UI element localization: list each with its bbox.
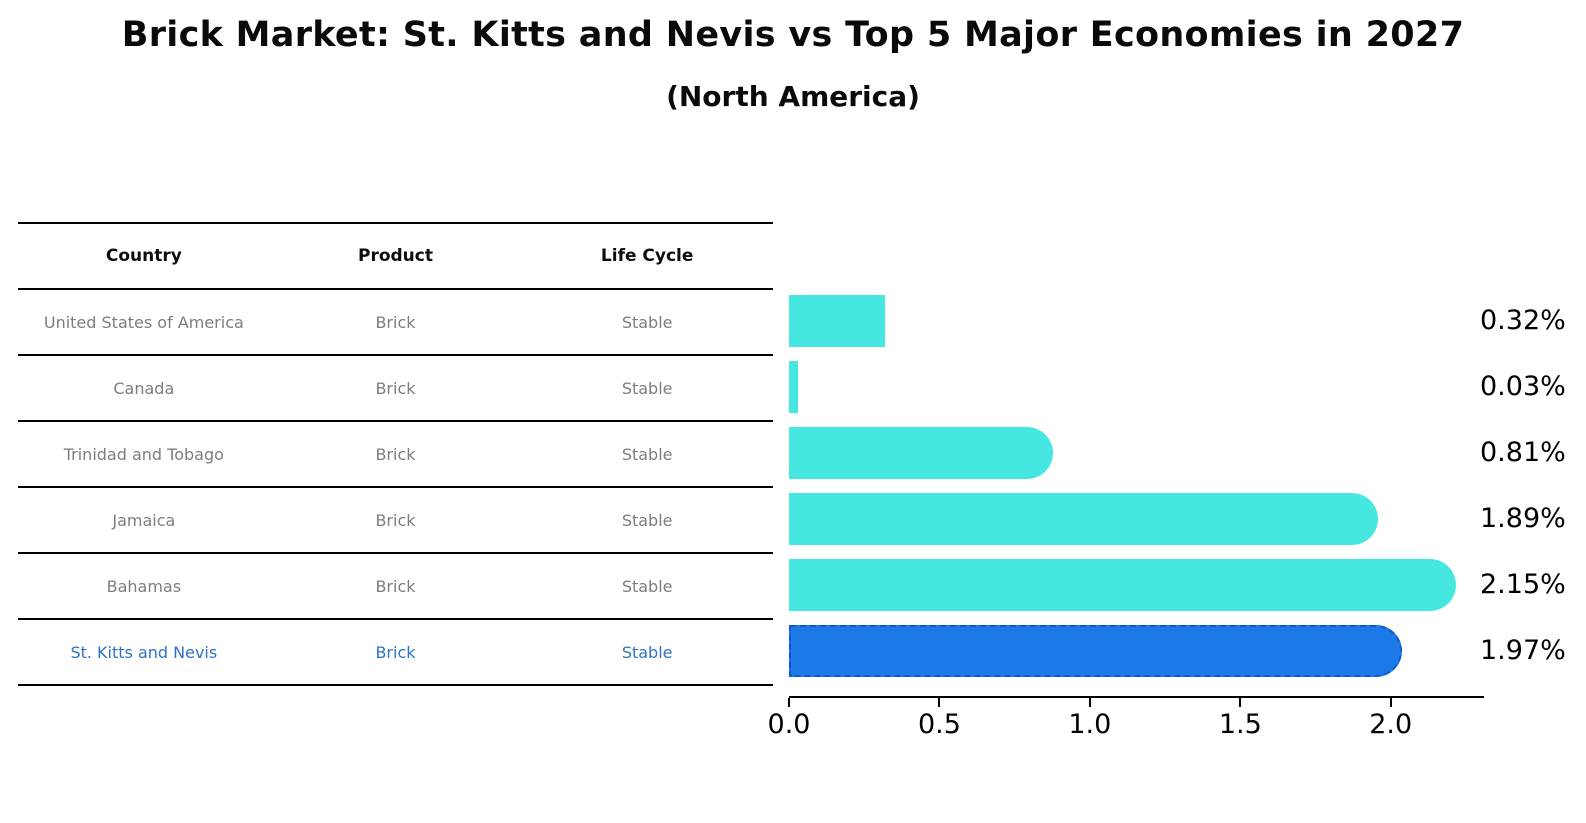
value-label: 0.81% xyxy=(1480,437,1566,468)
x-tick-label: 0.0 xyxy=(767,709,811,740)
cell-country: United States of America xyxy=(43,312,244,332)
x-tick xyxy=(938,698,941,707)
bar xyxy=(789,559,1456,611)
x-tick-label: 0.5 xyxy=(917,709,961,740)
page-subtitle: (North America) xyxy=(666,80,920,113)
bar-row xyxy=(789,486,1484,552)
value-label: 1.89% xyxy=(1480,503,1566,534)
value-label: 1.97% xyxy=(1480,635,1566,666)
bar-row xyxy=(789,354,1484,420)
table-row: United States of America Brick Stable xyxy=(18,288,773,354)
cell-product: Brick xyxy=(375,312,416,332)
cell-product: Brick xyxy=(375,378,416,398)
cell-life-cycle: Stable xyxy=(621,576,673,596)
bar-row xyxy=(789,552,1484,618)
x-tick-label: 1.5 xyxy=(1218,709,1262,740)
cell-life-cycle: Stable xyxy=(621,312,673,332)
x-axis-line xyxy=(789,696,1484,698)
value-label: 0.32% xyxy=(1480,305,1566,336)
x-tick xyxy=(1088,698,1091,707)
table-row: Canada Brick Stable xyxy=(18,354,773,420)
cell-life-cycle: Stable xyxy=(621,444,673,464)
bar-row xyxy=(789,288,1484,354)
cell-life-cycle: Stable xyxy=(621,378,673,398)
cell-life-cycle: Stable xyxy=(621,510,673,530)
bar-row xyxy=(789,420,1484,486)
table-body: United States of America Brick Stable Canad… xyxy=(18,288,773,684)
cell-country: Bahamas xyxy=(106,576,182,596)
header-country: Country xyxy=(105,246,182,266)
table-header-row: Country Product Life Cycle xyxy=(18,222,773,288)
cell-product: Brick xyxy=(375,444,416,464)
x-tick-label: 2.0 xyxy=(1369,709,1413,740)
cell-country: St. Kitts and Nevis xyxy=(70,642,218,662)
table-row: Jamaica Brick Stable xyxy=(18,486,773,552)
table-row: Trinidad and Tobago Brick Stable xyxy=(18,420,773,486)
cell-life-cycle: Stable xyxy=(621,642,673,662)
cell-country: Jamaica xyxy=(112,510,176,530)
bar xyxy=(789,427,1053,479)
value-label: 2.15% xyxy=(1480,569,1566,600)
bar-highlight xyxy=(789,625,1402,677)
x-tick xyxy=(788,698,790,707)
page-title: Brick Market: St. Kitts and Nevis vs Top… xyxy=(121,15,1465,55)
bar-row xyxy=(789,618,1484,684)
cell-country: Canada xyxy=(113,378,175,398)
bar xyxy=(789,361,799,413)
x-tick xyxy=(1239,698,1242,707)
bar xyxy=(789,493,1378,545)
header-life-cycle: Life Cycle xyxy=(600,246,694,266)
cell-country: Trinidad and Tobago xyxy=(63,444,224,464)
cell-product: Brick xyxy=(375,576,416,596)
bar-chart xyxy=(789,288,1484,684)
table-row: Bahamas Brick Stable xyxy=(18,552,773,618)
cell-product: Brick xyxy=(375,642,416,662)
cell-product: Brick xyxy=(375,510,416,530)
value-label: 0.03% xyxy=(1480,371,1566,402)
bar xyxy=(789,295,886,347)
x-tick xyxy=(1389,698,1392,707)
results-table: Country Product Life Cycle United States… xyxy=(18,222,773,686)
header-product: Product xyxy=(357,246,433,266)
table-row: St. Kitts and Nevis Brick Stable xyxy=(18,618,773,684)
x-tick-label: 1.0 xyxy=(1068,709,1112,740)
